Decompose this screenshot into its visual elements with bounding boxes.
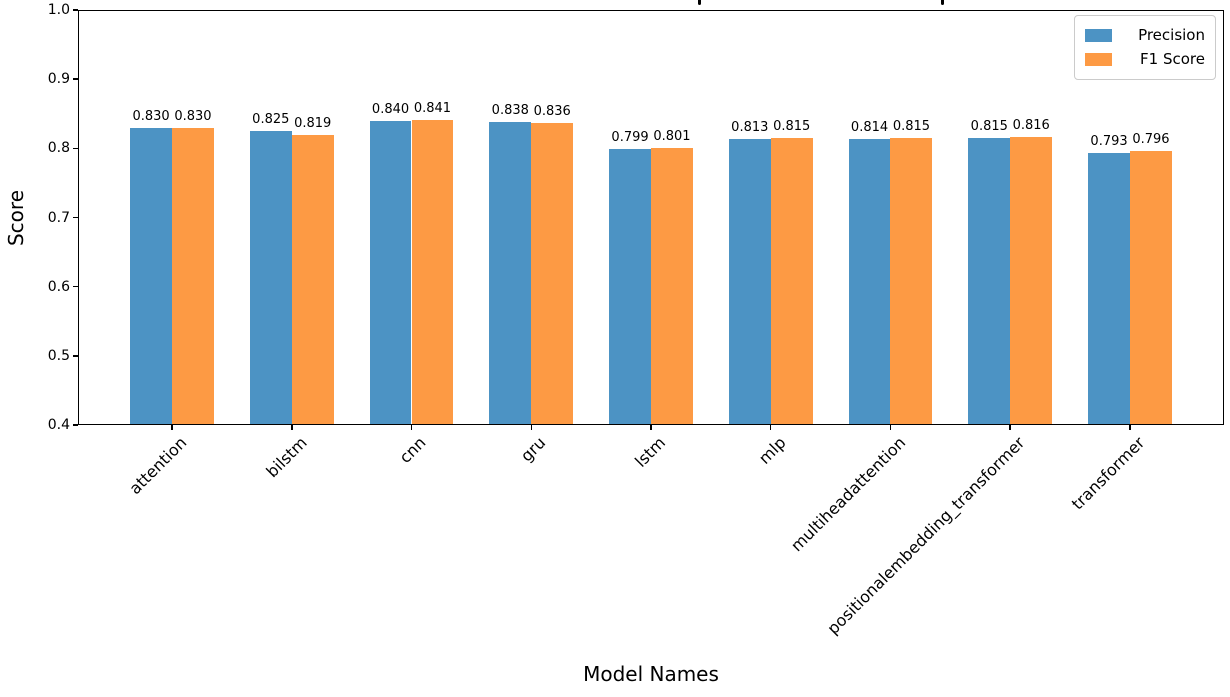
bar-f1-score-cnn (411, 119, 454, 425)
bar-f1-score-mlp (770, 137, 813, 425)
bar-value-label: 0.830 (174, 108, 212, 124)
bar-f1-score-positionalembedding_transformer (1010, 137, 1053, 425)
bar-value-label: 0.840 (371, 101, 410, 117)
bar-value-label: 0.816 (1012, 118, 1050, 134)
legend-item: F1 Score (1085, 47, 1205, 71)
x-tick-mark (889, 425, 892, 430)
bar-precision-multiheadattention (848, 138, 891, 425)
x-tick-mark (1009, 425, 1011, 430)
bar-value-label: 0.799 (611, 130, 649, 146)
x-tick-label: positionalembedding_transformer (823, 433, 1029, 639)
bar-f1-score-attention (172, 127, 214, 425)
x-tick-label: lstm (631, 433, 670, 471)
clipped-title-glyph (941, 0, 944, 5)
bar-value-label: 0.838 (491, 103, 529, 119)
bar-precision-bilstm (249, 131, 292, 425)
bar-precision-mlp (728, 139, 771, 425)
bar-f1-score-lstm (651, 147, 693, 425)
x-tick-mark (530, 425, 532, 430)
x-tick-mark (769, 425, 772, 430)
bar-f1-score-gru (531, 123, 574, 425)
bar-value-label: 0.836 (533, 104, 571, 120)
bar-value-label: 0.813 (731, 120, 769, 136)
bar-value-label: 0.819 (294, 116, 332, 132)
x-tick-label: mlp (754, 433, 790, 468)
bar-f1-score-bilstm (291, 135, 334, 425)
bar-precision-attention (130, 127, 172, 425)
legend-label: Precision (1138, 26, 1205, 44)
bar-value-label: 0.825 (252, 112, 290, 128)
x-tick-mark (291, 425, 293, 430)
y-tick-mark (73, 78, 78, 80)
y-tick-label: 0.6 (47, 278, 70, 295)
y-tick-label: 0.8 (47, 140, 70, 157)
y-tick-mark (73, 285, 78, 288)
legend-label: F1 Score (1140, 50, 1205, 68)
legend-swatch (1085, 28, 1112, 42)
x-tick-mark (1129, 425, 1131, 430)
x-tick-label: cnn (395, 433, 430, 467)
bar-value-label: 0.796 (1132, 132, 1170, 148)
x-tick-mark (410, 425, 413, 430)
bar-value-label: 0.815 (773, 118, 811, 134)
legend: Precision F1 Score (1074, 15, 1216, 80)
bar-value-label: 0.801 (653, 128, 691, 144)
y-tick-label: 0.5 (47, 347, 70, 364)
y-tick-mark (73, 355, 78, 357)
x-tick-mark (171, 425, 173, 430)
x-tick-label: bilstm (261, 433, 311, 482)
y-tick-mark (73, 216, 78, 219)
bar-precision-transformer (1088, 153, 1130, 425)
y-tick-label: 0.9 (47, 71, 70, 88)
legend-item: Precision (1085, 23, 1205, 47)
legend-swatch (1085, 52, 1112, 66)
x-tick-mark (650, 425, 652, 430)
clipped-title-glyph (698, 0, 701, 5)
x-tick-label: transformer (1067, 433, 1149, 514)
bar-value-label: 0.815 (892, 118, 931, 134)
bar-value-label: 0.841 (413, 100, 452, 116)
x-axis-title: Model Names (583, 662, 719, 686)
y-tick-mark (73, 9, 78, 11)
y-tick-label: 0.7 (47, 209, 70, 226)
y-axis-title: Score (4, 189, 28, 247)
bar-value-label: 0.814 (850, 119, 889, 135)
x-tick-label: attention (125, 433, 191, 499)
y-tick-mark (73, 424, 78, 426)
y-tick-label: 0.4 (47, 417, 70, 433)
bar-value-label: 0.830 (132, 108, 170, 124)
bar-value-label: 0.815 (970, 118, 1008, 134)
bar-value-label: 0.793 (1090, 134, 1128, 150)
bar-precision-positionalembedding_transformer (968, 137, 1011, 425)
bar-f1-score-transformer (1129, 151, 1172, 425)
bar-precision-cnn (369, 120, 412, 425)
bar-precision-lstm (609, 149, 651, 425)
y-tick-mark (73, 147, 78, 150)
legend-items: Precision F1 Score (1085, 23, 1205, 71)
bar-precision-gru (489, 122, 532, 425)
y-tick-label: 1.0 (47, 2, 70, 18)
x-tick-label: gru (517, 433, 550, 466)
bar-f1-score-multiheadattention (890, 137, 933, 425)
x-tick-label: multiheadattention (786, 433, 909, 556)
